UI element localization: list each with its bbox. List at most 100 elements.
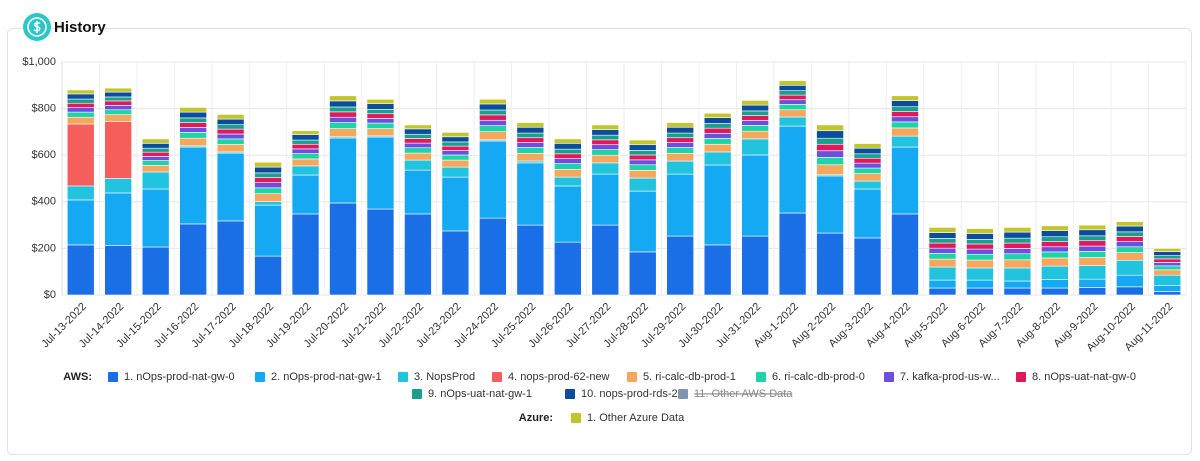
legend-swatch: [571, 413, 581, 423]
bar-segment: [104, 192, 132, 246]
bar-segment: [216, 220, 245, 296]
bar-segment: [1041, 279, 1069, 289]
bar-segment: [1116, 274, 1144, 288]
legend-swatch: [565, 389, 575, 399]
bar-segment: [891, 100, 919, 108]
bar-segment: [554, 185, 582, 243]
bar-segment: [1153, 269, 1182, 276]
bar-segment: [141, 171, 170, 190]
bar-segment: [554, 241, 582, 296]
bar-segment: [329, 111, 357, 118]
bar-segment: [216, 138, 245, 145]
bar-segment: [778, 94, 807, 101]
bar-segment: [1153, 258, 1182, 263]
bar-segment: [928, 287, 957, 296]
bar-segment: [666, 153, 694, 162]
bar-segment: [104, 87, 132, 93]
legend-label: 2. nOps-prod-nat-gw-1: [271, 371, 382, 383]
y-tick-label: $1,000: [22, 56, 56, 68]
bar-segment: [291, 158, 320, 167]
bar-segment: [104, 100, 132, 106]
bar-segment: [816, 137, 844, 145]
bar-segment: [628, 177, 657, 192]
legend-label: 3. NopsProd: [414, 371, 475, 383]
bar-segment: [778, 104, 807, 111]
bar-segment: [479, 109, 507, 116]
bar-segment: [778, 109, 807, 118]
bar-segment: [1153, 291, 1182, 296]
bar-segment: [404, 124, 432, 130]
bar-segment: [441, 176, 470, 232]
bar-segment: [928, 258, 957, 268]
legend-swatch: [108, 372, 118, 382]
bar-segment: [179, 107, 207, 113]
bar-segment: [703, 244, 732, 296]
bar-segment: [891, 95, 919, 101]
bar-segment: [366, 108, 395, 115]
bar-segment: [1153, 265, 1182, 271]
bar-segment: [516, 147, 545, 154]
y-tick-label: $200: [32, 242, 56, 254]
bar-segment: [853, 173, 882, 182]
legend-swatch: [398, 372, 408, 382]
bar-segment: [254, 204, 282, 257]
bar-segment: [666, 147, 694, 154]
bar-segment: [1003, 253, 1032, 261]
bar-segment: [816, 164, 844, 176]
bar-segment: [516, 126, 545, 134]
bar-segment: [666, 126, 694, 134]
bar-segment: [816, 175, 844, 234]
bar-segment: [1153, 255, 1182, 260]
bar-segment: [479, 114, 507, 121]
bar-segment: [329, 137, 357, 204]
bar-segment: [741, 235, 769, 296]
bar-segment: [703, 117, 732, 124]
legend-swatch: [756, 372, 766, 382]
bar-segment: [104, 109, 132, 115]
bar-segment: [928, 238, 957, 244]
bar-segment: [254, 193, 282, 202]
bar-segment: [853, 143, 882, 149]
bar-segment: [479, 119, 507, 126]
bar-segment: [591, 224, 620, 296]
bar-segment: [216, 133, 245, 140]
bar-segment: [1003, 287, 1032, 296]
bar-segment: [254, 201, 282, 206]
bar-segment: [291, 134, 320, 141]
bar-segment: [554, 143, 582, 150]
bar-segment: [291, 174, 320, 215]
bar-segment: [666, 122, 694, 128]
bar-segment: [104, 121, 132, 179]
bar-segment: [966, 253, 994, 261]
bar-segment: [966, 267, 994, 281]
bar-segment: [741, 104, 769, 112]
bar-segment: [516, 142, 545, 148]
bar-segment: [554, 158, 582, 164]
bar-segment: [778, 99, 807, 105]
bar-segment: [366, 122, 395, 129]
bar-segment: [216, 124, 245, 130]
bar-segment: [591, 129, 620, 136]
bar-segment: [441, 166, 470, 178]
legend-group-label: AWS:: [63, 371, 92, 383]
bar-segment: [891, 213, 919, 296]
legend-swatch: [255, 372, 265, 382]
bar-segment: [179, 132, 207, 139]
bar-segment: [1153, 262, 1182, 267]
bar-segment: [628, 150, 657, 156]
bar-segment: [104, 245, 132, 296]
bar-segment: [329, 202, 357, 296]
legend-swatch: [412, 389, 422, 399]
bar-segment: [554, 169, 582, 178]
bar-segment: [591, 173, 620, 226]
bar-segment: [1003, 280, 1032, 289]
bar-segment: [179, 146, 207, 225]
bar-segment: [104, 114, 132, 122]
bar-segment: [966, 259, 994, 269]
bar-segment: [1078, 229, 1107, 237]
bar-segment: [591, 139, 620, 146]
bar-segment: [591, 144, 620, 150]
bar-segment: [628, 154, 657, 161]
bar-segment: [329, 106, 357, 113]
bar-segment: [66, 102, 95, 108]
